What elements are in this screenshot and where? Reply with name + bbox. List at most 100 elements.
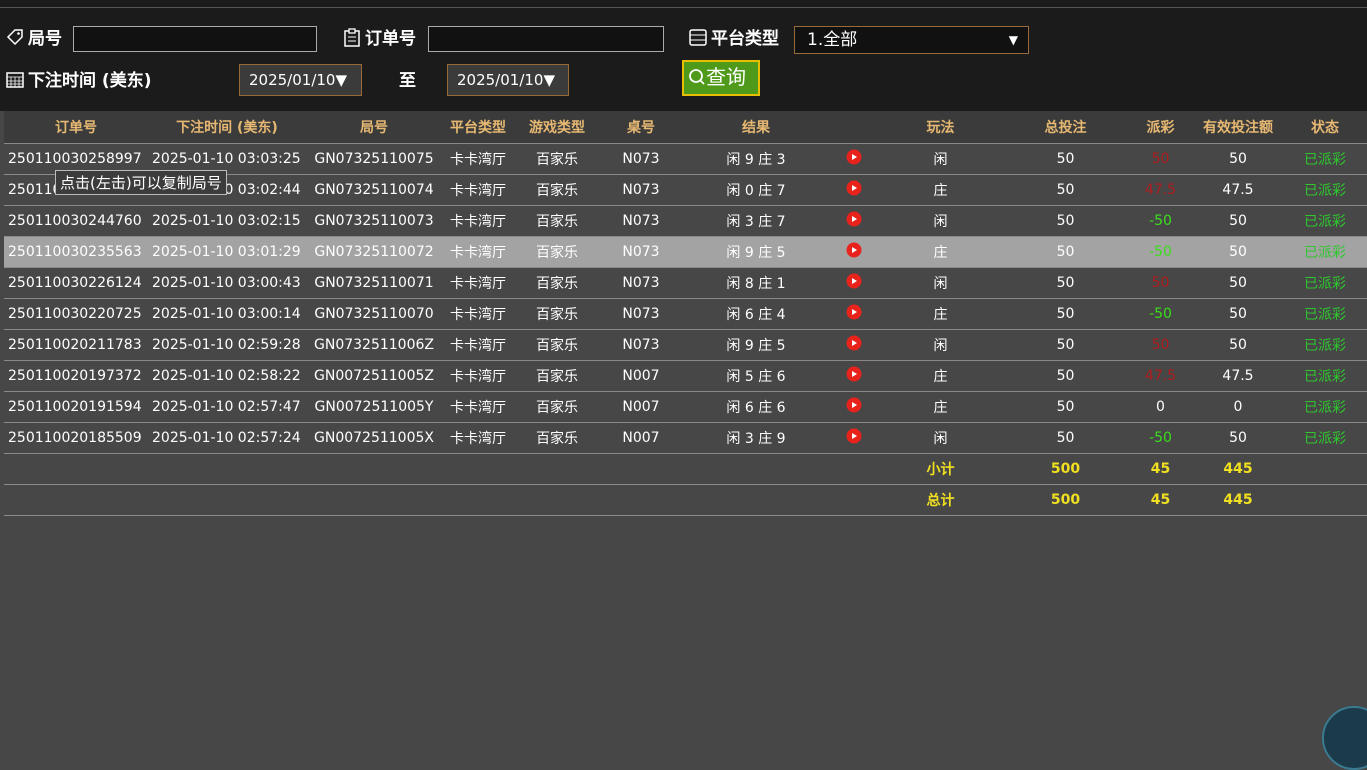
table-cell: 卡卡湾厅 <box>442 174 514 206</box>
blank-cell <box>830 484 878 516</box>
table-cell: GN07325110073 <box>306 205 442 237</box>
table-cell: 50 <box>1003 267 1128 299</box>
label: 下注时间 (美东) <box>28 71 152 91</box>
table-cell: -50 <box>1128 298 1193 330</box>
table-cell: 50 <box>1003 298 1128 330</box>
table-cell: 250110020211783 <box>4 329 148 361</box>
table-cell: 250110020191594 <box>4 391 148 423</box>
order-label: 订单号 <box>342 24 416 49</box>
replay-icon[interactable] <box>846 273 862 289</box>
sum-value: 500 <box>1003 453 1128 485</box>
date-to[interactable]: 2025/01/10▼ <box>447 64 569 96</box>
table-cell: 百家乐 <box>514 360 600 392</box>
table-cell: 50 <box>1193 329 1283 361</box>
replay-icon[interactable] <box>846 149 862 165</box>
replay-cell <box>830 298 878 330</box>
replay-cell <box>830 329 878 361</box>
column-header: 订单号 <box>4 111 148 144</box>
sum-label: 总计 <box>878 484 1003 516</box>
blank-cell <box>514 484 600 516</box>
table-cell: 50 <box>1003 329 1128 361</box>
column-header: 游戏类型 <box>514 111 600 144</box>
table-cell: 卡卡湾厅 <box>442 360 514 392</box>
table-cell: 250110020197372 <box>4 360 148 392</box>
tooltip: 点击(左击)可以复制局号 <box>55 170 227 195</box>
blank-cell <box>4 453 148 485</box>
column-header-blank <box>830 111 878 144</box>
table-cell: 闲 <box>878 329 1003 361</box>
table-cell: GN0732511006Z <box>306 329 442 361</box>
replay-icon[interactable] <box>846 211 862 227</box>
table-row: 250110030235563 2025-01-10 03:01:29 GN0732… <box>4 236 1367 268</box>
column-header: 状态 <box>1283 111 1367 144</box>
replay-icon[interactable] <box>846 242 862 258</box>
round-input[interactable] <box>73 26 317 52</box>
sum-value: 445 <box>1193 484 1283 516</box>
date-from[interactable]: 2025/01/10▼ <box>239 64 362 96</box>
replay-cell <box>830 143 878 175</box>
table-cell: 250110030235563 <box>4 236 148 268</box>
button-text: 查询 <box>706 65 746 89</box>
table-cell: 百家乐 <box>514 391 600 423</box>
table-cell: 卡卡湾厅 <box>442 391 514 423</box>
table-cell: GN0072511005Z <box>306 360 442 392</box>
table-cell: 闲 5 庄 6 <box>682 360 830 392</box>
table-row: 250110030244760 2025-01-10 03:02:15 GN0732… <box>4 205 1367 237</box>
replay-cell <box>830 391 878 423</box>
replay-icon[interactable] <box>846 397 862 413</box>
table-cell: N007 <box>600 391 682 423</box>
table-cell: 百家乐 <box>514 143 600 175</box>
table-cell: 已派彩 <box>1283 143 1367 175</box>
replay-cell <box>830 236 878 268</box>
table-cell: 250110030220725 <box>4 298 148 330</box>
table-cell: N073 <box>600 236 682 268</box>
table-cell: 250110030226124 <box>4 267 148 299</box>
table-cell: 50 <box>1193 267 1283 299</box>
table-cell: 已派彩 <box>1283 174 1367 206</box>
replay-icon[interactable] <box>846 335 862 351</box>
table-cell: -50 <box>1128 205 1193 237</box>
table-cell: 庄 <box>878 298 1003 330</box>
table-cell: 闲 9 庄 3 <box>682 143 830 175</box>
table-cell: 庄 <box>878 391 1003 423</box>
table-body: 250110030258997 2025-01-10 03:03:25 GN0732… <box>4 143 1367 516</box>
table-cell: 2025-01-10 02:58:22 <box>148 360 306 392</box>
table-cell: N073 <box>600 329 682 361</box>
replay-icon[interactable] <box>846 366 862 382</box>
table-cell: 2025-01-10 03:00:14 <box>148 298 306 330</box>
blank-cell <box>830 453 878 485</box>
table-cell: 2025-01-10 02:57:47 <box>148 391 306 423</box>
column-header: 总投注 <box>1003 111 1128 144</box>
table-cell: 47.5 <box>1128 360 1193 392</box>
table-cell: 2025-01-10 03:03:25 <box>148 143 306 175</box>
order-input[interactable] <box>428 26 664 52</box>
replay-icon[interactable] <box>846 428 862 444</box>
blank-cell <box>514 453 600 485</box>
platform-select[interactable]: 1.全部 ▼ <box>794 26 1029 54</box>
table-cell: 已派彩 <box>1283 391 1367 423</box>
replay-cell <box>830 205 878 237</box>
table-cell: 已派彩 <box>1283 298 1367 330</box>
table-cell: 50 <box>1128 329 1193 361</box>
column-header: 有效投注额 <box>1193 111 1283 144</box>
column-header: 局号 <box>306 111 442 144</box>
replay-icon[interactable] <box>846 304 862 320</box>
grandtotal-row: 总计 500 45 445 <box>4 484 1367 516</box>
replay-icon[interactable] <box>846 180 862 196</box>
table-cell: 已派彩 <box>1283 267 1367 299</box>
blank-cell <box>682 453 830 485</box>
table-cell: 50 <box>1128 267 1193 299</box>
subtotal-row: 小计 500 45 445 <box>4 453 1367 485</box>
table-cell: 闲 6 庄 4 <box>682 298 830 330</box>
query-button[interactable]: 查询 <box>682 60 760 96</box>
table-row: 250110020191594 2025-01-10 02:57:47 GN0072… <box>4 391 1367 423</box>
table-cell: 2025-01-10 03:00:43 <box>148 267 306 299</box>
table-cell: 卡卡湾厅 <box>442 267 514 299</box>
table-cell: 卡卡湾厅 <box>442 329 514 361</box>
column-header: 下注时间 (美东) <box>148 111 306 144</box>
table-cell: 50 <box>1193 205 1283 237</box>
table-cell: 已派彩 <box>1283 236 1367 268</box>
floating-widget[interactable] <box>1322 706 1367 770</box>
table-cell: GN0072511005Y <box>306 391 442 423</box>
